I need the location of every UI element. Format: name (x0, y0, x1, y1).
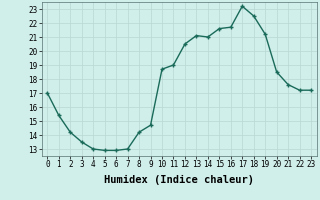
X-axis label: Humidex (Indice chaleur): Humidex (Indice chaleur) (104, 175, 254, 185)
